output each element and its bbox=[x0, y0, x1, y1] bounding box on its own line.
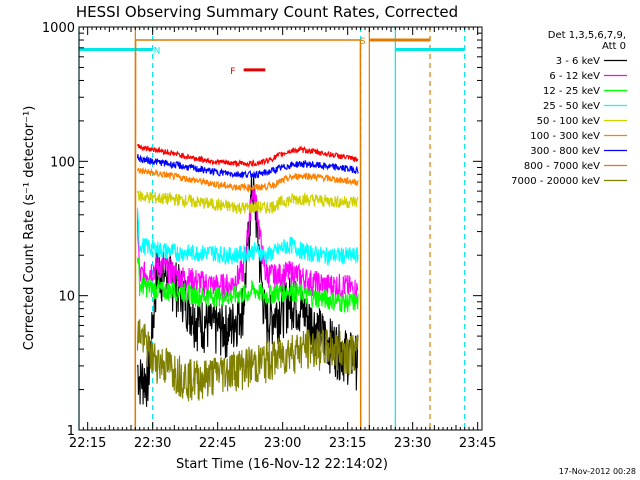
y-tick-label: 10 bbox=[58, 290, 75, 305]
chart-title: HESSI Observing Summary Count Rates, Cor… bbox=[76, 3, 458, 21]
axes: 22:15 22:30 22:45 23:00 23:15 23:30 23:45 1 10 10… bbox=[42, 21, 496, 451]
series-line-1 bbox=[136, 187, 359, 303]
legend-label: 12 - 25 keV bbox=[543, 86, 600, 97]
legend-label: 800 - 7000 keV bbox=[524, 161, 600, 172]
series-line-3 bbox=[136, 207, 359, 266]
flag-label-S: S bbox=[360, 37, 366, 47]
legend-label: 25 - 50 keV bbox=[543, 101, 600, 112]
legend-header: Att 0 bbox=[602, 41, 626, 52]
legend-label: 50 - 100 keV bbox=[537, 116, 601, 127]
legend: Det 1,3,5,6,7,9,Att 03 - 6 keV 6 - 12 keV… bbox=[511, 30, 627, 187]
x-tick-label: 22:30 bbox=[134, 436, 171, 451]
plot-area: N F S bbox=[78, 27, 466, 431]
series-line-2 bbox=[136, 257, 359, 313]
x-tick-label: 23:45 bbox=[459, 436, 496, 451]
x-tick-label: 22:45 bbox=[199, 436, 236, 451]
y-tick-label: 1000 bbox=[42, 21, 75, 36]
legend-label: 300 - 800 keV bbox=[530, 146, 600, 157]
legend-label: 3 - 6 keV bbox=[556, 56, 600, 67]
legend-label: 6 - 12 keV bbox=[549, 71, 600, 82]
series-line-top bbox=[136, 143, 359, 169]
legend-label: 100 - 300 keV bbox=[530, 131, 600, 142]
y-axis-label: Corrected Count Rate (s⁻¹ detector⁻¹) bbox=[22, 106, 37, 351]
flag-label-F: F bbox=[230, 67, 235, 77]
x-axis-label: Start Time (16-Nov-12 22:14:02) bbox=[176, 457, 388, 472]
series-line-5 bbox=[136, 167, 359, 193]
series-line-8 bbox=[136, 319, 359, 402]
x-tick-label: 22:15 bbox=[69, 436, 106, 451]
y-tick-label: 100 bbox=[50, 155, 75, 170]
legend-label: 7000 - 20000 keV bbox=[511, 176, 600, 187]
series-line-7 bbox=[134, 39, 362, 431]
y-tick-label: 1 bbox=[67, 424, 75, 439]
series-line-6 bbox=[136, 153, 359, 180]
series-line-4 bbox=[136, 190, 359, 215]
plot-frame bbox=[78, 26, 483, 431]
x-tick-label: 23:30 bbox=[394, 436, 431, 451]
legend-header: Det 1,3,5,6,7,9, bbox=[548, 30, 626, 41]
x-tick-label: 23:15 bbox=[329, 436, 366, 451]
footer-timestamp: 17-Nov-2012 00:28 bbox=[559, 467, 636, 476]
x-tick-label: 23:00 bbox=[264, 436, 301, 451]
flag-label-N: N bbox=[154, 46, 161, 56]
